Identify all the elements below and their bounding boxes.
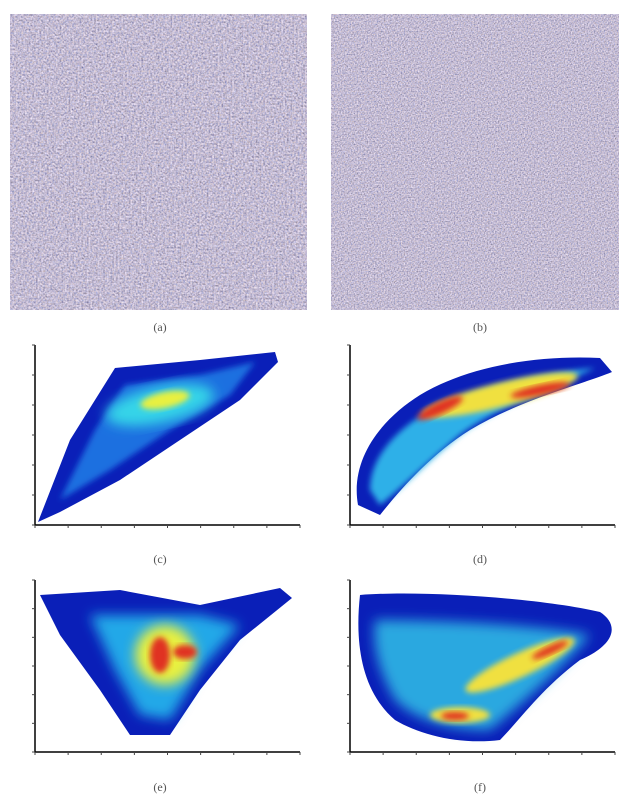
panel-caption: (d) xyxy=(473,552,487,566)
density-plot xyxy=(34,345,300,526)
panel-caption: (a) xyxy=(153,320,166,334)
density-region xyxy=(510,382,570,398)
density-plot xyxy=(349,580,615,753)
density-plot xyxy=(34,580,300,753)
texture-image xyxy=(10,14,307,310)
density-region xyxy=(140,390,190,410)
density-region xyxy=(173,645,197,659)
panel-caption: (b) xyxy=(473,320,487,334)
density-region xyxy=(531,640,569,660)
density-region xyxy=(422,372,578,418)
density-plot xyxy=(349,345,615,526)
density-region xyxy=(356,357,612,515)
panel-caption: (f) xyxy=(474,780,486,794)
density-region xyxy=(417,396,463,420)
panel-caption: (e) xyxy=(153,780,166,794)
density-region xyxy=(150,637,170,673)
density-region xyxy=(441,712,469,720)
panel-caption: (c) xyxy=(153,552,166,566)
texture-image xyxy=(331,14,619,310)
